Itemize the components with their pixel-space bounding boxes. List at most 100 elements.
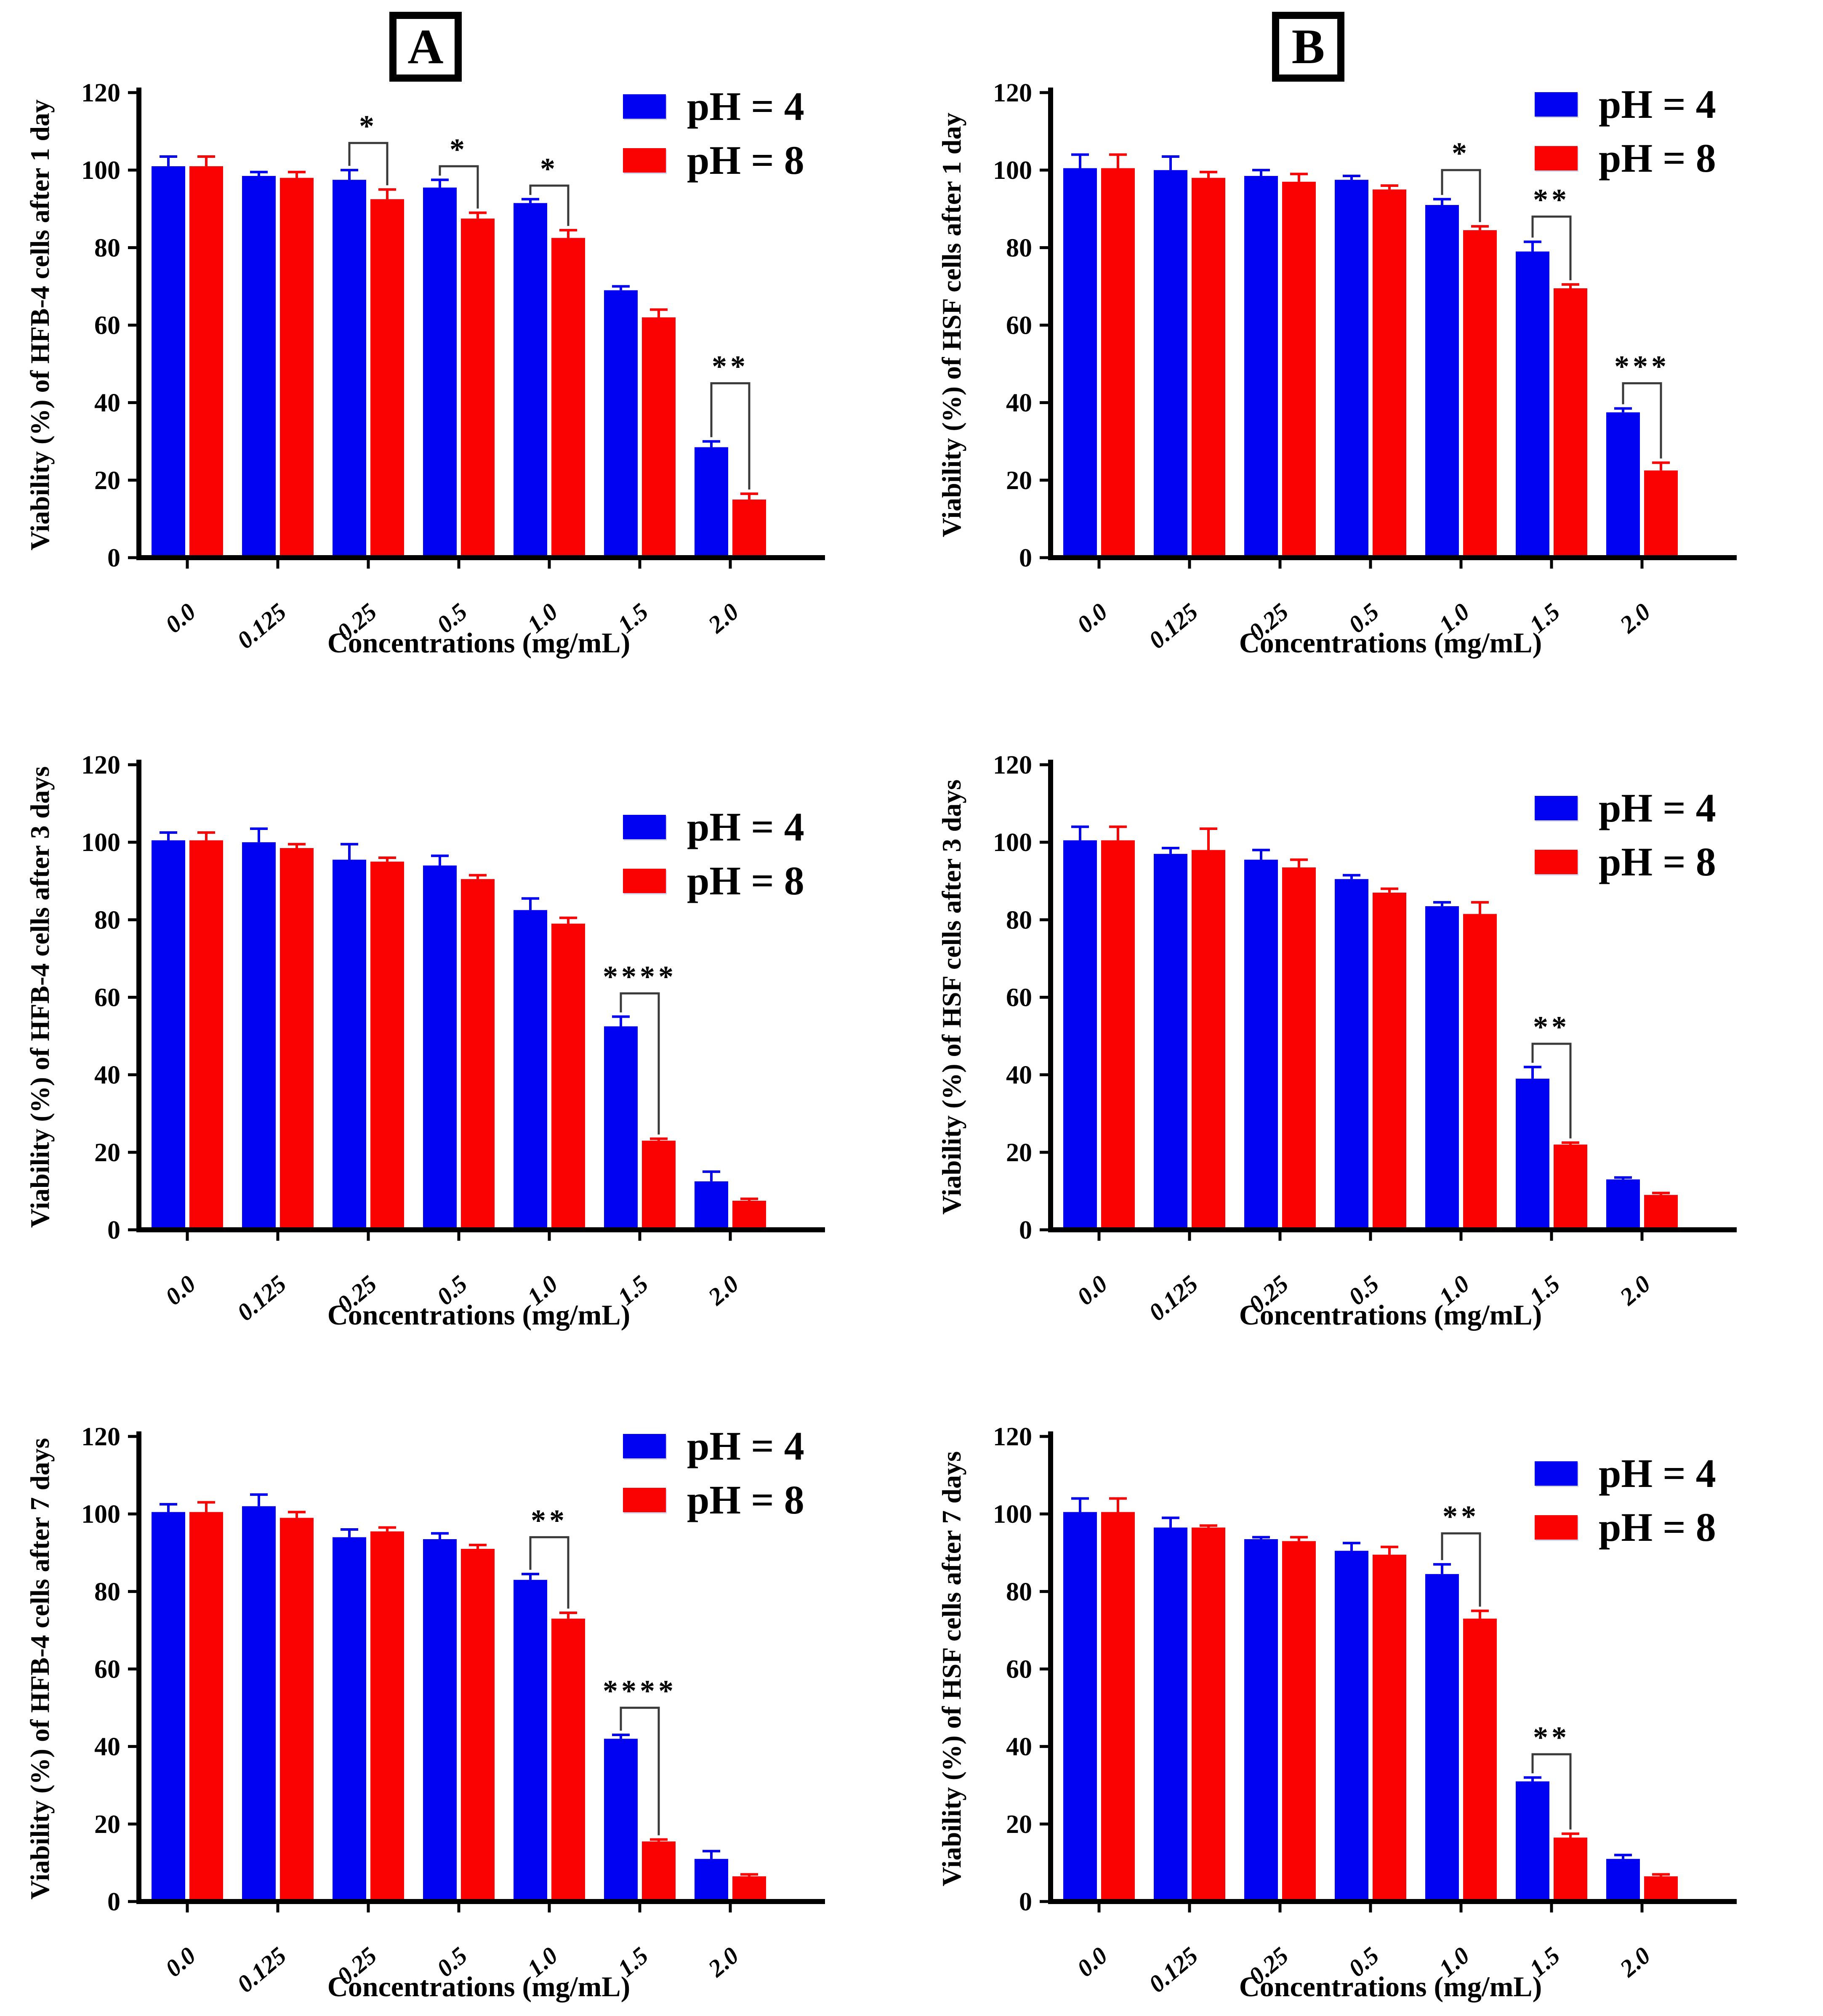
bar-ph4-0.125	[242, 842, 276, 1230]
y-tick-label: 0	[107, 1216, 120, 1245]
bar-ph4-0.0	[152, 166, 185, 558]
bar-ph8-2.0	[732, 499, 766, 558]
significance-bracket	[1622, 382, 1662, 459]
panel-label-b: B	[1291, 19, 1325, 74]
y-tick-label: 60	[94, 1655, 120, 1684]
bar-ph4-0.0	[152, 840, 185, 1230]
bar-ph8-0.5	[461, 218, 495, 558]
legend-label-ph4: pH = 4	[687, 84, 804, 129]
significance-bracket	[1441, 1532, 1481, 1607]
significance-stars: ****	[603, 1674, 677, 1708]
panel-label-box-a: A	[389, 12, 462, 82]
bar-ph4-0.125	[1154, 170, 1187, 558]
bar-ph8-0.5	[461, 1549, 495, 1902]
y-tick-label: 60	[94, 311, 120, 340]
bar-ph8-2.0	[732, 1876, 766, 1902]
legend-label-ph4: pH = 4	[1599, 1451, 1716, 1496]
y-tick-label: 100	[993, 828, 1032, 857]
legend-label-ph4: pH = 4	[1599, 82, 1716, 127]
bar-ph4-0.25	[333, 180, 366, 558]
bar-ph4-0.125	[1154, 1527, 1187, 1902]
legend-label-ph8: pH = 8	[1599, 1505, 1716, 1550]
y-tick-label: 0	[1019, 1888, 1032, 1916]
y-tick-label: 20	[94, 466, 120, 495]
legend-item-ph8: pH = 8	[623, 140, 804, 181]
y-axis-title: Viability (%) of HSF cells after 3 days	[937, 779, 966, 1215]
y-tick-label: 80	[1006, 906, 1032, 934]
bar-ph4-2.0	[695, 447, 728, 558]
chart-panel-hsf-7days: 0 20 40 60 80 100 120 0.0 0.125 0.25 0.5 1.0 1.5 2.0 *…	[912, 1344, 1823, 2016]
significance-stars: **	[1533, 1721, 1570, 1754]
significance-bracket	[1441, 169, 1481, 222]
bar-ph8-1.5	[1554, 1838, 1587, 1902]
x-axis-title: Concentrations (mg/mL)	[327, 1299, 631, 1331]
significance-stars: **	[712, 350, 749, 383]
legend-swatch-ph8	[1535, 850, 1578, 874]
legend-item-ph8: pH = 8	[623, 861, 804, 901]
panel-label-box-b: B	[1272, 12, 1344, 82]
bar-ph8-0.25	[1282, 181, 1316, 558]
legend-label-ph8: pH = 8	[1599, 839, 1716, 884]
bar-ph8-0.5	[1373, 1554, 1406, 1902]
bar-ph8-0.125	[280, 1518, 314, 1902]
y-tick-label: 80	[1006, 234, 1032, 262]
y-tick-label: 60	[94, 984, 120, 1012]
bar-ph4-2.0	[1606, 1859, 1640, 1902]
legend-item-ph4: pH = 4	[623, 807, 804, 847]
legend-label-ph4: pH = 4	[687, 804, 804, 849]
significance-stars: *	[450, 133, 468, 166]
legend-item-ph4: pH = 4	[1535, 84, 1716, 125]
y-tick-label: 0	[1019, 1216, 1032, 1245]
legend-swatch-ph4	[1535, 1461, 1578, 1486]
y-tick-label: 120	[81, 751, 120, 779]
bar-ph8-0.125	[1192, 850, 1225, 1230]
bar-ph8-2.0	[1644, 470, 1678, 558]
significance-stars: *	[1452, 136, 1470, 170]
bar-ph4-0.25	[1244, 1539, 1278, 1902]
bar-ph8-0.25	[370, 1531, 404, 1902]
y-tick-label: 40	[94, 389, 120, 418]
bar-ph4-1.0	[514, 203, 547, 558]
y-axis-title: Viability (%) of HFB-4 cells after 3 day…	[25, 766, 55, 1228]
bar-ph4-1.5	[604, 1739, 638, 1902]
y-tick-label: 60	[1006, 311, 1032, 340]
bar-ph8-1.5	[1554, 1144, 1587, 1230]
y-tick-label: 40	[94, 1061, 120, 1090]
legend: pH = 4 pH = 8	[1535, 788, 1716, 882]
bar-ph8-0.5	[1373, 189, 1406, 558]
legend-label-ph8: pH = 8	[1599, 136, 1716, 181]
significance-bracket	[620, 1707, 660, 1835]
bar-ph8-0.25	[370, 862, 404, 1230]
legend: pH = 4 pH = 8	[623, 807, 804, 901]
y-tick-label: 20	[1006, 466, 1032, 495]
bar-ph4-1.5	[1516, 1078, 1549, 1230]
y-tick-label: 120	[81, 1423, 120, 1451]
significance-bracket	[1531, 1043, 1572, 1138]
legend-label-ph8: pH = 8	[687, 1477, 804, 1522]
legend-label-ph8: pH = 8	[687, 138, 804, 183]
significance-stars: **	[1442, 1500, 1480, 1533]
legend-swatch-ph4	[1535, 796, 1578, 820]
y-tick-label: 20	[94, 1810, 120, 1839]
bar-ph4-0.0	[1063, 840, 1097, 1230]
bar-ph4-0.25	[1244, 859, 1278, 1230]
bar-ph4-0.125	[1154, 854, 1187, 1230]
y-tick-label: 60	[1006, 1655, 1032, 1684]
bar-ph8-1.0	[551, 923, 585, 1230]
legend-item-ph4: pH = 4	[623, 1426, 804, 1466]
panel-label-a: A	[407, 19, 444, 74]
y-tick-label: 0	[107, 1888, 120, 1916]
bar-ph4-0.25	[333, 1537, 366, 1902]
legend-item-ph8: pH = 8	[623, 1480, 804, 1520]
bar-ph8-1.5	[642, 1141, 676, 1230]
significance-stars: **	[531, 1503, 568, 1537]
bar-ph8-2.0	[1644, 1195, 1678, 1230]
y-tick-label: 80	[94, 234, 120, 262]
x-axis-title: Concentrations (mg/mL)	[1239, 1299, 1542, 1331]
legend-label-ph8: pH = 8	[687, 858, 804, 903]
bar-ph8-0.125	[1192, 1527, 1225, 1902]
bar-ph8-0.0	[189, 840, 223, 1230]
